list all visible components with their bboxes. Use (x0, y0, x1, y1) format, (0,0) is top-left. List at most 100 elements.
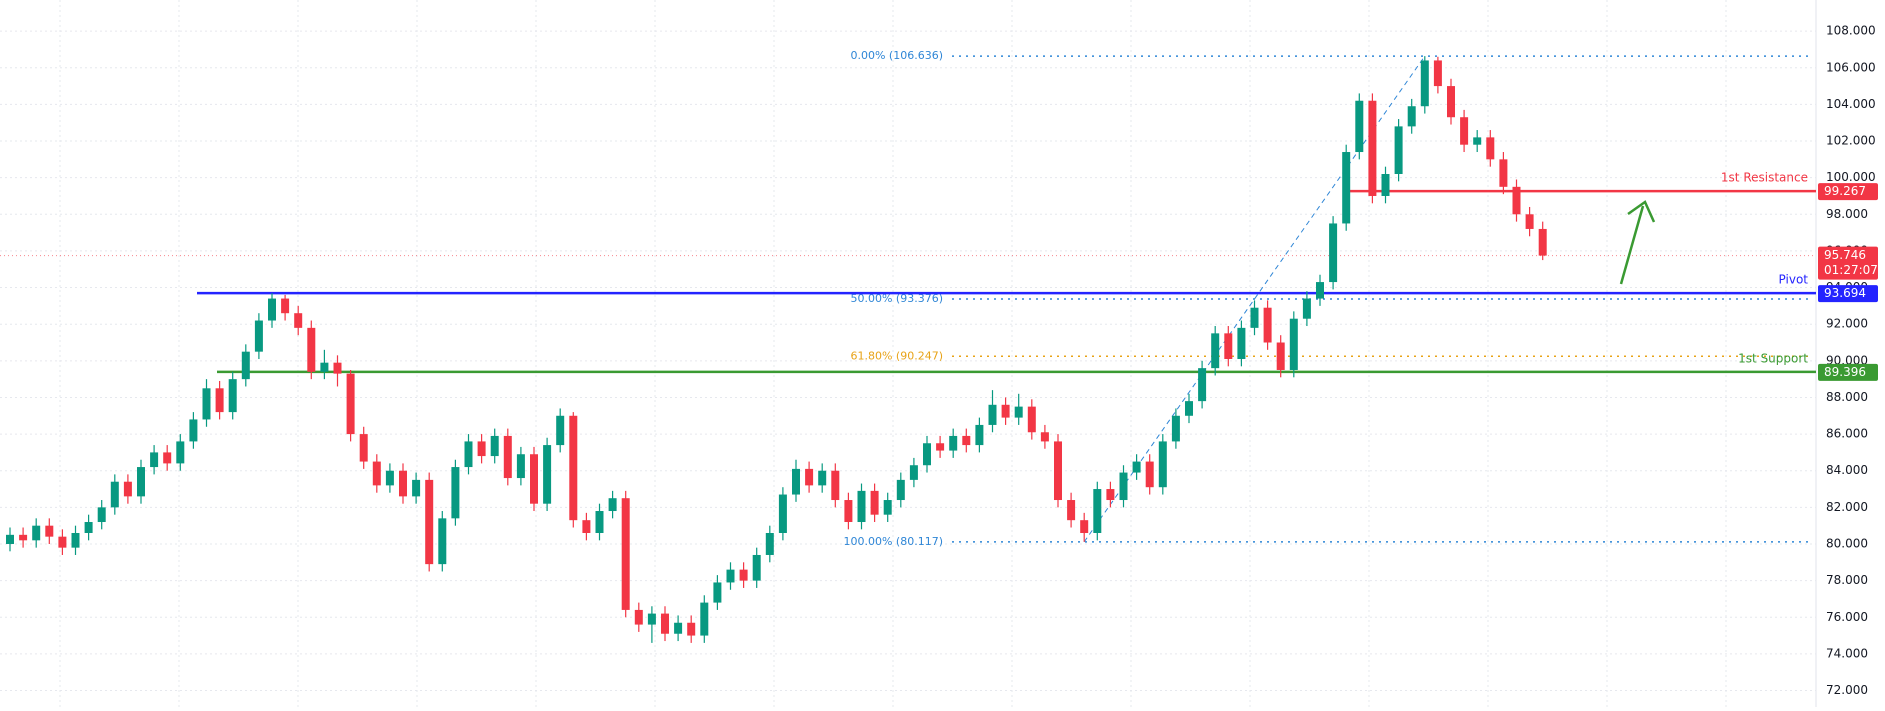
forecast-arrow (1619, 200, 1656, 285)
candle-body (739, 569, 748, 581)
candle-body (1302, 298, 1311, 319)
candle-body (582, 520, 591, 533)
candle-body (189, 419, 198, 442)
y-tick-label: 78.000 (1826, 573, 1868, 587)
candle-body (176, 441, 185, 464)
candle-body (97, 507, 106, 523)
candle-body (359, 434, 368, 462)
candle-body (661, 613, 669, 634)
candle-body (412, 479, 421, 497)
candle-body (1433, 60, 1442, 87)
candle-body (241, 351, 250, 380)
candle-body (1394, 126, 1403, 175)
level-price-label: 89.396 (1824, 365, 1866, 379)
y-tick-label: 84.000 (1826, 463, 1868, 477)
candle-body (1171, 415, 1180, 442)
candle-body (464, 441, 473, 468)
candle-body (1040, 432, 1049, 442)
candle-body (1001, 404, 1010, 418)
current-price-box (1818, 246, 1878, 280)
candle-body (1027, 406, 1036, 433)
candle-body (1080, 520, 1089, 533)
candle-body (543, 445, 552, 504)
level-price-box (1818, 363, 1878, 381)
candle-body (831, 470, 840, 501)
candle-body (1145, 461, 1154, 488)
candle-body (857, 490, 866, 523)
candle-body (1211, 333, 1220, 369)
candle-body (805, 468, 814, 486)
y-tick-label: 80.000 (1826, 536, 1868, 550)
candle-body (1119, 472, 1128, 501)
candle-body (1460, 117, 1469, 145)
fib-level-label: 100.00% (80.117) (843, 535, 943, 548)
candle-body (962, 435, 971, 446)
candle-body (281, 298, 290, 314)
candle-body (1342, 152, 1351, 224)
candle-body (254, 320, 263, 352)
y-tick-label: 88.000 (1826, 390, 1868, 404)
candle-body (556, 415, 565, 446)
labels: 72.000 74.000 76.000 78.000 80.000 82.000 84.0… (1721, 24, 1878, 697)
candle-body (792, 468, 800, 495)
candle-body (765, 532, 774, 555)
candle-body (1447, 86, 1455, 118)
candle-body (1106, 489, 1115, 501)
candle-body (1263, 307, 1272, 343)
level-price-box (1818, 285, 1878, 303)
candle-body (346, 373, 355, 435)
y-tick-label: 72.000 (1826, 683, 1868, 697)
candle-body (1198, 368, 1207, 402)
y-tick-label: 102.000 (1826, 134, 1876, 148)
y-tick-label: 76.000 (1826, 610, 1868, 624)
candle-body (1420, 60, 1429, 107)
candle-body (936, 443, 945, 451)
y-tick-label: 86.000 (1826, 427, 1868, 441)
candle-body (123, 481, 132, 497)
candle-body (438, 518, 447, 565)
candle-body (569, 415, 578, 521)
candle-body (45, 525, 54, 537)
grid (0, 0, 1817, 707)
candle-body (687, 622, 696, 636)
candle-body (385, 470, 394, 486)
candle-body (726, 569, 735, 583)
y-tick-label: 104.000 (1826, 97, 1876, 111)
candle-body (451, 467, 460, 519)
level-name: 1st Resistance (1721, 171, 1808, 185)
candle-body (71, 532, 80, 548)
candle-body (778, 494, 787, 533)
candle-body (1132, 461, 1141, 473)
level-name: Pivot (1779, 273, 1809, 287)
candle-body (883, 500, 892, 515)
level-price-label: 93.694 (1824, 286, 1866, 300)
candle-body (215, 388, 224, 413)
arrow-head (1627, 200, 1656, 223)
candle-body (674, 622, 683, 634)
candle-body (647, 613, 656, 625)
candle-body (399, 470, 407, 497)
candle-body (1512, 186, 1521, 215)
y-tick-label: 74.000 (1826, 646, 1868, 660)
candle-body (228, 379, 237, 413)
candle-body (896, 479, 905, 501)
candle-body (1276, 342, 1285, 370)
candle-body (1499, 159, 1508, 187)
candle-body (1224, 333, 1233, 359)
candle-body (818, 470, 827, 486)
candle-body (1473, 137, 1482, 145)
y-tick-label: 108.000 (1826, 24, 1876, 38)
candle-body (477, 441, 486, 457)
candle-body (320, 362, 329, 372)
candle-body (1538, 228, 1547, 256)
candle-body (1158, 441, 1167, 488)
candle-body (530, 454, 538, 504)
candle-body (268, 298, 276, 321)
candle-body (1381, 174, 1390, 196)
candle-body (372, 461, 381, 486)
candle-body (137, 467, 145, 497)
y-tick-label: 90.000 (1826, 353, 1868, 367)
candles (6, 56, 1547, 643)
fib-level-label: 50.00% (93.376) (850, 292, 943, 305)
y-tick-label: 100.000 (1826, 170, 1876, 184)
